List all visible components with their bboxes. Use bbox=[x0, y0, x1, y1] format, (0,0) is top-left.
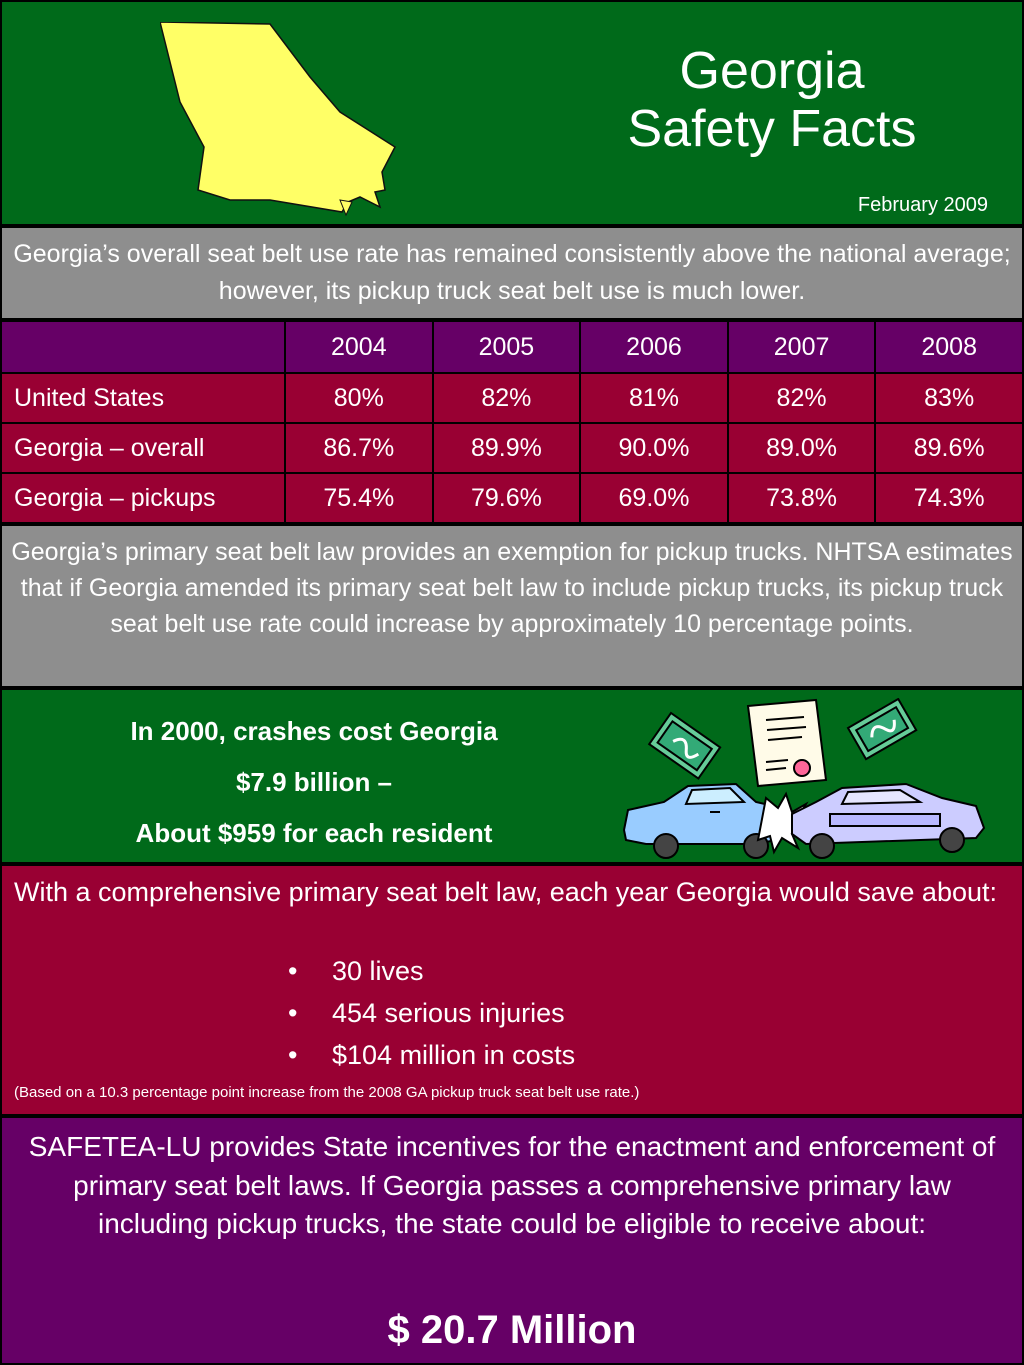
table-cell: 89.9% bbox=[431, 422, 582, 474]
table-row: Georgia – pickups 75.4% 79.6% 69.0% 73.8… bbox=[0, 472, 1024, 524]
crash-cost-text: In 2000, crashes cost Georgia $7.9 billi… bbox=[2, 706, 626, 859]
title-line-1: Georgia bbox=[679, 42, 865, 100]
page-title: Georgia Safety Facts bbox=[562, 42, 982, 158]
list-item: 30 lives bbox=[288, 950, 575, 992]
table-cell: 74.3% bbox=[874, 472, 1024, 524]
column-header: 2007 bbox=[726, 320, 877, 374]
publication-date: February 2009 bbox=[857, 194, 988, 216]
table-header-row: 2004 2005 2006 2007 2008 bbox=[0, 320, 1024, 374]
crash-cost-line-3: About $959 for each resident bbox=[135, 818, 493, 848]
table-cell: 80% bbox=[284, 372, 434, 424]
table-cell: 90.0% bbox=[579, 422, 729, 474]
seat-belt-table: 2004 2005 2006 2007 2008 United States 8… bbox=[0, 320, 1024, 524]
column-header: 2008 bbox=[874, 320, 1024, 374]
table-cell: 79.6% bbox=[431, 472, 582, 524]
table-cell: 75.4% bbox=[284, 472, 434, 524]
safetea-panel: SAFETEA-LU provides State incentives for… bbox=[0, 1116, 1024, 1365]
safetea-amount: $ 20.7 Million bbox=[387, 1308, 637, 1352]
table-row: United States 80% 82% 81% 82% 83% bbox=[0, 372, 1024, 424]
crash-cost-line-1: In 2000, crashes cost Georgia bbox=[130, 716, 498, 746]
crash-cost-panel: In 2000, crashes cost Georgia $7.9 billi… bbox=[0, 688, 1024, 864]
column-header: 2006 bbox=[579, 320, 729, 374]
safetea-text: SAFETEA-LU provides State incentives for… bbox=[28, 1131, 996, 1239]
header-panel: Georgia Safety Facts February 2009 bbox=[0, 0, 1024, 226]
table-cell: 81% bbox=[579, 372, 729, 424]
list-item: $104 million in costs bbox=[288, 1034, 575, 1076]
savings-intro-text: With a comprehensive primary seat belt l… bbox=[14, 877, 997, 907]
savings-list: 30 lives 454 serious injuries $104 milli… bbox=[288, 950, 575, 1076]
table-row: Georgia – overall 86.7% 89.9% 90.0% 89.0… bbox=[0, 422, 1024, 474]
savings-panel: With a comprehensive primary seat belt l… bbox=[0, 864, 1024, 1116]
car-crash-money-icon bbox=[622, 698, 986, 859]
intro-panel: Georgia’s overall seat belt use rate has… bbox=[0, 226, 1024, 320]
savings-footnote: (Based on a 10.3 percentage point increa… bbox=[14, 1084, 640, 1101]
table-cell: 69.0% bbox=[579, 472, 729, 524]
exemption-text: Georgia’s primary seat belt law provides… bbox=[11, 538, 1013, 638]
table-cell: 82% bbox=[726, 372, 877, 424]
table-cell: 83% bbox=[874, 372, 1024, 424]
row-label: Georgia – pickups bbox=[0, 472, 286, 524]
table-cell: 89.6% bbox=[874, 422, 1024, 474]
column-header: 2005 bbox=[431, 320, 582, 374]
exemption-panel: Georgia’s primary seat belt law provides… bbox=[0, 524, 1024, 688]
table-corner-cell bbox=[0, 320, 286, 374]
table-cell: 86.7% bbox=[284, 422, 434, 474]
title-line-2: Safety Facts bbox=[627, 100, 917, 158]
intro-text: Georgia’s overall seat belt use rate has… bbox=[13, 240, 1011, 305]
crash-cost-line-2: $7.9 billion – bbox=[235, 767, 393, 797]
table-cell: 82% bbox=[431, 372, 582, 424]
table-cell: 73.8% bbox=[726, 472, 877, 524]
table-cell: 89.0% bbox=[726, 422, 877, 474]
row-label: United States bbox=[0, 372, 286, 424]
list-item: 454 serious injuries bbox=[288, 992, 575, 1034]
seat-belt-use-table: 2004 2005 2006 2007 2008 United States 8… bbox=[0, 320, 1024, 524]
row-label: Georgia – overall bbox=[0, 422, 286, 474]
column-header: 2004 bbox=[284, 320, 434, 374]
georgia-map-icon bbox=[160, 22, 396, 217]
